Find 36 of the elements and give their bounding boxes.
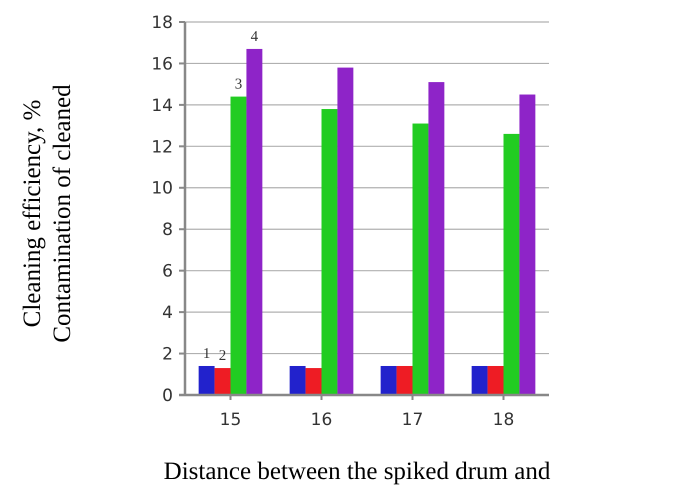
x-tick-label: 18 [492, 410, 514, 430]
y-tick-label: 14 [151, 96, 173, 116]
bar [322, 109, 338, 395]
y-tick-label: 0 [162, 386, 173, 406]
bar [198, 366, 215, 395]
y-tick-label: 6 [162, 262, 173, 282]
y-tick-label: 8 [162, 220, 173, 240]
bar [230, 96, 246, 395]
bar [504, 134, 520, 395]
bar [472, 366, 488, 395]
y-tick-label: 10 [151, 178, 173, 199]
series-label: 2 [218, 348, 226, 364]
series-label: 4 [250, 28, 259, 45]
bar [488, 366, 504, 395]
y-tick-label: 2 [162, 344, 173, 365]
series-label: 3 [234, 76, 242, 93]
bar [428, 82, 444, 395]
x-tick-label: 16 [310, 410, 332, 430]
y-tick-label: 12 [151, 137, 173, 158]
x-tick-label: 17 [402, 410, 424, 430]
x-axis-title: Distance between the spiked drum and [164, 458, 551, 485]
bar [519, 94, 536, 395]
x-tick-label: 15 [220, 410, 242, 430]
bar [380, 366, 397, 395]
y-axis-title: Cleaning efficiency, % Contamination of cleaned [19, 84, 76, 343]
bar [290, 366, 306, 395]
bar [412, 124, 428, 395]
bar [246, 48, 262, 395]
bar [306, 368, 322, 395]
bar [396, 366, 412, 395]
y-tick-label: 16 [151, 54, 173, 74]
y-tick-label: 4 [162, 303, 173, 324]
bar [214, 368, 230, 395]
y-tick-label: 18 [151, 12, 173, 33]
series-label: 1 [202, 346, 210, 362]
bar [337, 68, 354, 395]
